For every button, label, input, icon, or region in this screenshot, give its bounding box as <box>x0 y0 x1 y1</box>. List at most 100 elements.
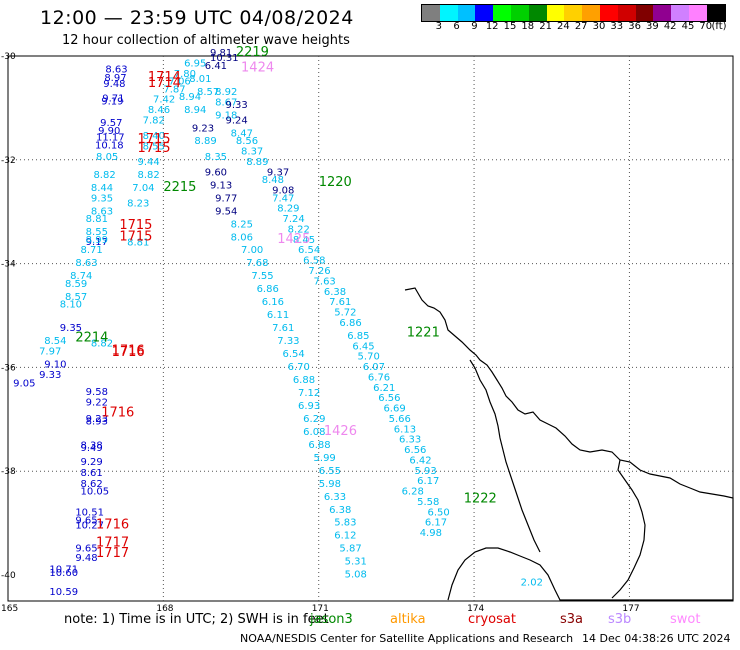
wave-height-value: 6.08 <box>303 427 325 438</box>
wave-height-value: 6.56 <box>404 445 426 456</box>
pass-time-label: 1715 <box>137 132 170 147</box>
wave-height-value: 6.33 <box>324 492 346 503</box>
wave-height-value: 5.66 <box>389 414 411 425</box>
colorbar-tick-label: 15 <box>503 21 517 32</box>
colorbar-swatch <box>653 5 672 21</box>
colorbar-tick-label: 45 <box>681 21 695 32</box>
generated-timestamp: 14 Dec 04:38:26 UTC 2024 <box>582 632 731 645</box>
east-cape-coast <box>611 459 646 599</box>
wave-height-value: 5.93 <box>415 466 437 477</box>
wave-height-value: 6.17 <box>417 476 439 487</box>
wave-height-value: 8.63 <box>91 206 113 217</box>
pass-time-label: 1715 <box>137 141 170 156</box>
latitude-label: -40 <box>1 571 16 581</box>
wave-height-value: 6.93 <box>298 401 320 412</box>
pass-time-label: 1716 <box>112 343 145 358</box>
wave-height-value: 6.33 <box>399 435 421 446</box>
colorbar-swatch <box>510 5 529 21</box>
colorbar-swatch <box>617 5 636 21</box>
colorbar-swatch <box>671 5 689 21</box>
wave-height-value: 9.57 <box>100 118 122 129</box>
wave-height-value: 8.01 <box>189 74 211 85</box>
colorbar-tick-label: 6 <box>453 21 460 32</box>
wave-height-value: 8.25 <box>231 219 253 230</box>
wave-height-value: 9.22 <box>86 397 108 408</box>
latitude-label: -32 <box>1 156 16 166</box>
latitude-label: -38 <box>1 467 16 477</box>
altimeter-passes: 8.638.979.489.719.199.579.9011.1710.189.… <box>13 48 543 598</box>
wave-height-value: 9.33 <box>39 370 61 381</box>
colorbar-tick-label: 3 <box>435 21 442 32</box>
wave-height-value: 6.07 <box>363 362 385 373</box>
wave-height-value: 7.87 <box>163 84 185 95</box>
wave-height-value: 9.77 <box>215 193 237 204</box>
wave-height-value: 9.60 <box>205 167 227 178</box>
wave-height-value: 8.45 <box>293 235 315 246</box>
wave-height-value: 8.61 <box>81 468 103 479</box>
pass-time-label: 1714 <box>148 70 181 85</box>
wave-height-value: 6.88 <box>293 375 315 386</box>
wave-height-value: 9.49 <box>81 443 103 454</box>
mission-legend-item: cryosat <box>468 612 516 627</box>
mission-legend-item: s3b <box>608 612 632 627</box>
wave-height-value: 9.08 <box>272 186 294 197</box>
wave-height-value: 6.13 <box>394 424 416 435</box>
wave-height-value: 8.97 <box>104 73 126 84</box>
wave-height-value: 5.70 <box>358 352 380 363</box>
pass-time-label: 1716 <box>112 345 145 360</box>
north-island-coast <box>404 287 734 601</box>
wave-height-value: 8.81 <box>86 214 108 225</box>
wave-height-value: 9.65 <box>75 544 97 555</box>
colorbar-tick-label: 9 <box>471 21 478 32</box>
wave-height-value: 8.62 <box>81 479 103 490</box>
wave-height-value: 8.82 <box>137 170 159 181</box>
wave-height-value: 9.24 <box>226 115 248 126</box>
wave-height-value: 7.80 <box>174 69 196 80</box>
wave-height-value: 8.37 <box>241 147 263 158</box>
longitude-label: 171 <box>312 604 329 614</box>
wave-height-value: 10.59 <box>49 587 78 598</box>
wave-height-value: 7.97 <box>39 346 61 357</box>
wave-height-value: 8.67 <box>215 97 237 108</box>
wave-height-value: 6.88 <box>308 440 330 451</box>
wave-height-value: 8.54 <box>44 336 66 347</box>
wave-height-value: 8.10 <box>60 300 82 311</box>
colorbar-tick-label: 70 <box>699 21 713 32</box>
wave-height-value: 9.37 <box>267 167 289 178</box>
wave-height-value: 10.71 <box>49 564 78 575</box>
map-subtitle: 12 hour collection of altimeter wave hei… <box>62 33 350 48</box>
wave-height-value: 9.18 <box>215 110 237 121</box>
wave-height-value: 8.48 <box>262 175 284 186</box>
wave-height-value: 9.58 <box>86 387 108 398</box>
new-zealand-coastline <box>404 287 734 601</box>
wave-height-value: 6.58 <box>303 256 325 267</box>
wave-height-value: 7.33 <box>277 336 299 347</box>
colorbar-tick-label: 36 <box>628 21 641 32</box>
wave-height-value: 10.51 <box>75 507 104 518</box>
wave-height-value: 6.38 <box>324 287 346 298</box>
wave-height-value: 8.40 <box>143 131 165 142</box>
pass-time-label: 1715 <box>119 229 152 244</box>
wave-height-value: 6.86 <box>257 284 279 295</box>
colorbar-unit: (ft) <box>711 21 727 32</box>
wave-height-value: 6.42 <box>409 455 431 466</box>
wave-height-value: 6.21 <box>373 383 395 394</box>
wave-height-value: 8.44 <box>91 183 113 194</box>
pass-time-label: 1715 <box>119 218 152 233</box>
wave-height-value: 9.44 <box>137 157 159 168</box>
wave-height-value: 10.18 <box>95 140 124 151</box>
wave-height-value: 9.48 <box>103 79 125 90</box>
wave-height-value: 6.95 <box>184 58 206 69</box>
wave-height-value: 6.11 <box>267 310 289 321</box>
latitude-label: -34 <box>1 260 16 270</box>
pass-time-label: 1716 <box>101 406 134 421</box>
wave-height-value: 7.06 <box>169 77 191 88</box>
latitude-label: -36 <box>1 363 16 373</box>
wave-height-value: 8.56 <box>236 136 258 147</box>
mission-legend-item: s3a <box>560 612 584 627</box>
pass-time-label: 2214 <box>75 330 108 345</box>
longitude-label: 168 <box>156 604 173 614</box>
map-grid <box>8 56 733 601</box>
pass-time-label: 1222 <box>464 491 497 506</box>
pass-time-label: 1717 <box>96 546 129 561</box>
